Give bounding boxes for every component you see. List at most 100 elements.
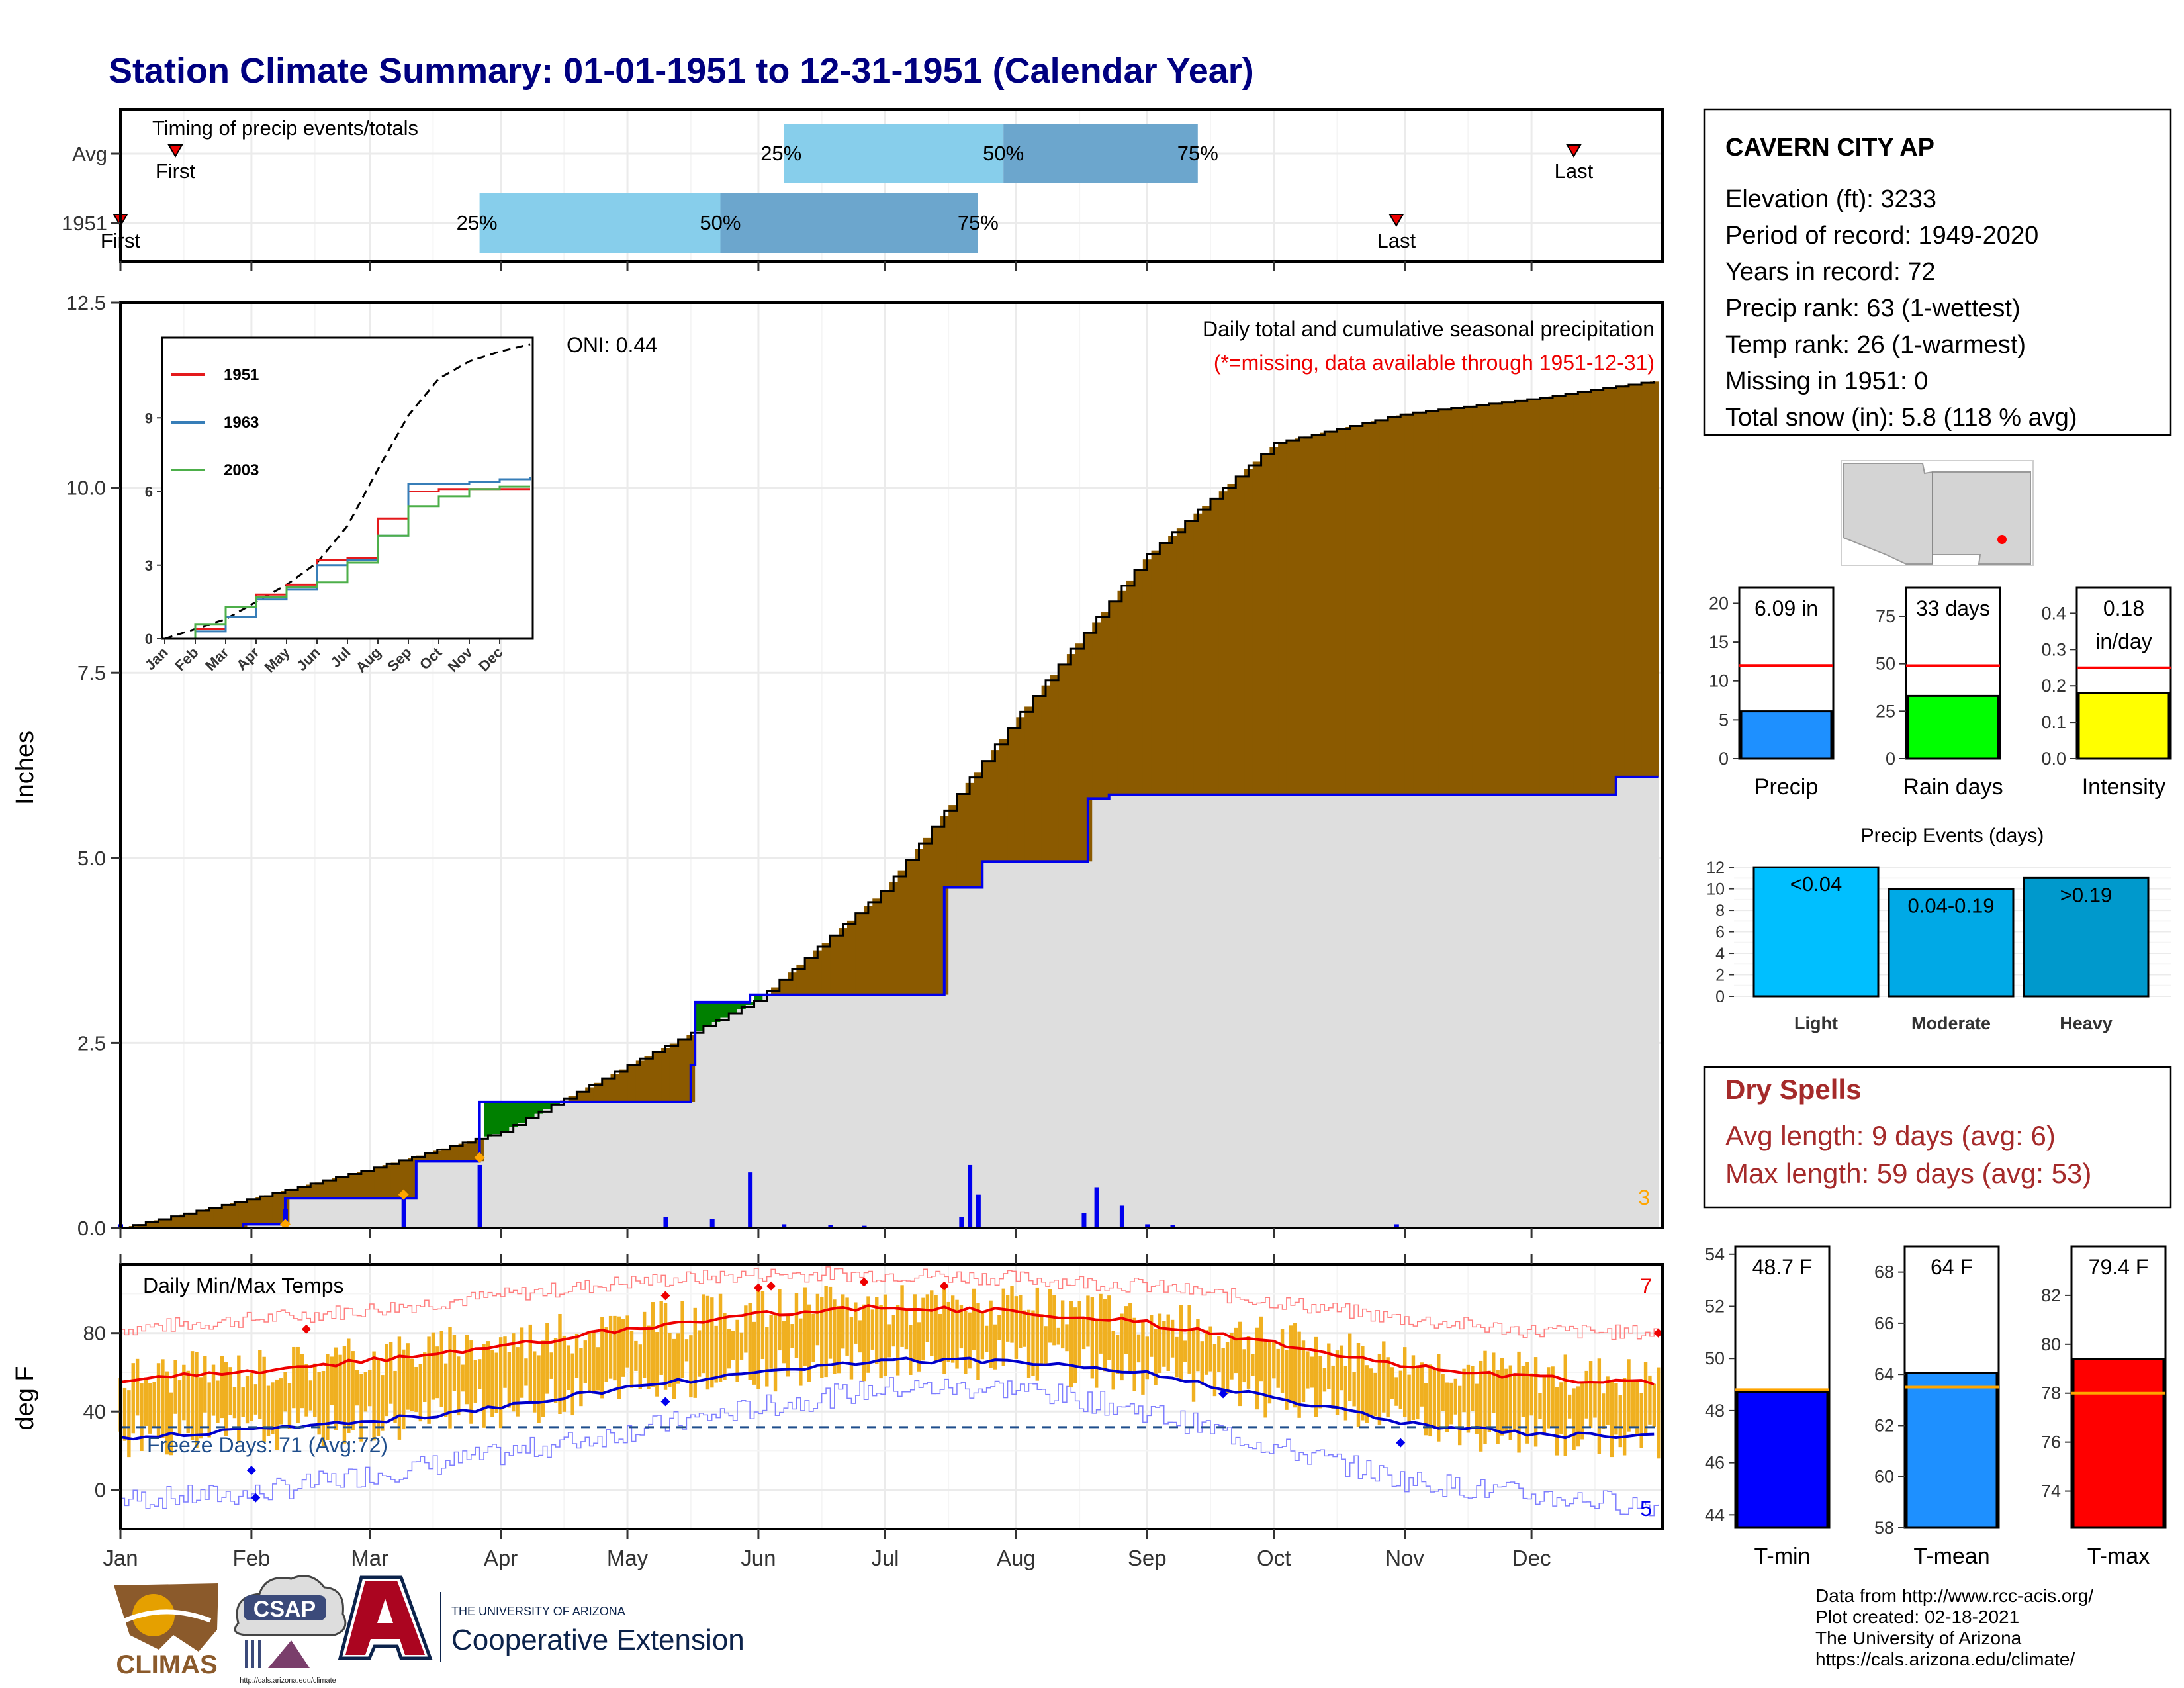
precip-below-average-fill [1066,654,1076,862]
precip-base-fill [509,1127,518,1228]
precip-below-average-fill [1413,412,1422,795]
inset-ytick-label: 9 [145,410,153,426]
summary-bar-rain-days: 0 25 50 75 33 days Rain days [1876,586,2003,800]
precip-below-average-fill [1041,685,1050,862]
precip-below-average-fill [1337,428,1346,795]
precip-base-fill [374,1198,383,1228]
daily-temp-range-bar [1289,1325,1293,1402]
daily-temp-range-bar [1525,1362,1529,1444]
inset-ytick-label: 6 [145,484,153,500]
precip-below-average-fill [1218,491,1228,795]
daily-temp-range-bar [1031,1310,1035,1376]
daily-temp-range-bar [1538,1393,1542,1419]
daily-temp-range-bar [190,1351,195,1441]
daily-temp-range-bar [279,1378,283,1425]
timing-last-label: Last [1377,229,1416,252]
temp-bar-t-min-ytick-label: 54 [1705,1244,1725,1264]
temp-bar-t-mean-ytick-label: 60 [1874,1467,1894,1487]
daily-temp-range-bar [676,1333,680,1384]
precip-base-fill [382,1198,392,1228]
precip-below-average-fill [1278,442,1287,795]
daily-temp-range-bar [1559,1382,1563,1434]
daily-temp-range-bar [1602,1393,1606,1429]
daily-temp-range-bar [1221,1348,1225,1391]
daily-temp-range-bar [207,1382,211,1438]
temp-bar-t-mean-ytick-label: 66 [1874,1313,1894,1333]
daily-temp-range-bar [1293,1323,1297,1408]
daily-temp-range-bar [1445,1382,1449,1432]
precip-below-average-fill [390,1162,400,1199]
daily-temp-range-bar [849,1317,854,1380]
daily-temp-range-bar [1533,1357,1538,1447]
daily-temp-range-bar [1588,1361,1593,1428]
daily-temp-range-bar [1529,1373,1533,1416]
daily-temp-range-bar [1343,1366,1348,1421]
daily-temp-range-bar [393,1370,397,1423]
daily-temp-range-bar [486,1341,490,1406]
precip-below-average-fill [889,882,899,995]
precip-below-average-fill [416,1155,426,1162]
precip-below-average-fill [306,1184,316,1199]
precip-base-fill [1252,794,1262,1228]
daily-temp-range-bar [1631,1380,1635,1427]
precip-below-average-fill [365,1170,375,1199]
precip-below-average-fill [813,950,823,995]
daily-temp-range-bar [156,1363,161,1438]
precip-base-fill [593,1102,603,1228]
daily-temp-range-bar [1471,1366,1475,1411]
summary-bar-charts: 0 5 10 15 20 6.09 in Precip 0 25 50 75 33 days Rain … [1709,586,2172,800]
daily-temp-range-bar [427,1336,431,1424]
timing-bar-q25-q50 [479,193,721,253]
daily-temp-range-bar [1356,1342,1361,1427]
precip-base-fill [678,1102,687,1228]
daily-temp-range-bar [211,1364,216,1416]
record-high-marker [766,1281,776,1291]
precip-base-fill [1328,794,1338,1228]
daily-temp-range-bar [1179,1305,1183,1382]
daily-temp-range-bar [355,1370,359,1406]
precip-base-fill [534,1113,543,1228]
daily-temp-range-bar [909,1325,913,1375]
daily-temp-range-bar [917,1322,921,1372]
daily-temp-range-bar [1166,1314,1170,1372]
precip-base-fill [1227,794,1236,1228]
summary-bar-intensity-ytick-label: 0.3 [2041,639,2066,659]
precip-base-fill [1624,776,1633,1228]
daily-temp-range-bar [710,1297,714,1388]
timing-q75-label: 75% [1177,142,1218,165]
daily-temp-range-bar [1614,1383,1618,1435]
daily-temp-range-bar [402,1349,406,1430]
inset-legend-label: 1951 [224,366,259,384]
daily-temp-range-bar [1610,1380,1614,1458]
figure-title: Station Climate Summary: 01-01-1951 to 1… [109,51,1254,91]
daily-temp-range-bar [1496,1370,1500,1444]
daily-temp-range-bar [122,1387,127,1441]
daily-temp-range-bar [891,1315,895,1347]
timing-label: Timing of precip events/totals [152,117,418,140]
temp-bar-t-min-ytick-label: 46 [1705,1453,1725,1473]
daily-precip-bar [782,1224,787,1228]
daily-temp-range-bar [524,1358,528,1386]
precip-below-average-fill [1193,513,1203,795]
precip-events-chart: Precip Events (days) <0.04 Light 0.04-0.19… [1706,825,2171,1033]
precip-base-fill [1371,794,1380,1228]
precip-base-fill [881,994,890,1228]
daily-temp-range-bar [1593,1382,1597,1418]
daily-temp-range-bar [875,1297,879,1364]
daily-temp-range-bar [465,1335,469,1405]
daily-temp-range-bar [807,1304,811,1382]
timing-row-label: 1951 [62,212,107,235]
precip-below-average-fill [796,964,805,995]
summary-bar-intensity-ytick-label: 0.0 [2041,749,2066,769]
precip-below-average-fill [1565,393,1574,795]
precip-base-fill [1075,861,1084,1228]
daily-temp-range-bar [253,1384,258,1415]
precip-below-average-fill [458,1143,467,1162]
daily-temp-range-bar [769,1315,773,1369]
precip-below-average-fill [205,1209,214,1228]
precip-below-average-fill [1151,550,1160,795]
daily-temp-range-bar [1103,1299,1107,1372]
inset-series-line [165,485,530,640]
daily-temp-range-bar [296,1346,300,1423]
precip-below-average-fill [424,1153,433,1162]
